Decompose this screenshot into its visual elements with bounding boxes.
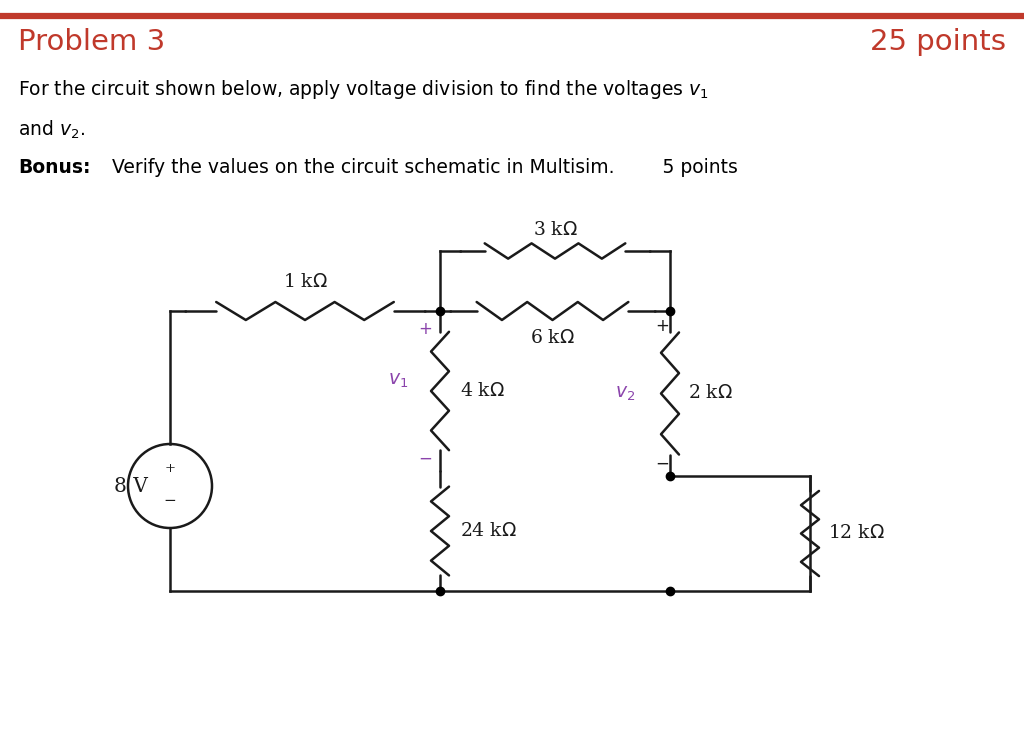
Text: 24 k$\Omega$: 24 k$\Omega$ [460,522,517,540]
Text: Verify the values on the circuit schematic in Multisim.        5 points: Verify the values on the circuit schemat… [112,158,738,177]
Text: 4 k$\Omega$: 4 k$\Omega$ [460,382,505,400]
Text: $v_1$: $v_1$ [388,372,408,390]
Text: 1 k$\Omega$: 1 k$\Omega$ [283,273,328,291]
Text: +: + [655,317,669,335]
Text: −: − [418,450,432,468]
Text: 25 points: 25 points [870,28,1006,56]
Text: Bonus:: Bonus: [18,158,90,177]
Text: Problem 3: Problem 3 [18,28,165,56]
Text: +: + [418,320,432,338]
Text: 8 V: 8 V [114,477,148,495]
Text: For the circuit shown below, apply voltage division to find the voltages $v_1$: For the circuit shown below, apply volta… [18,78,709,101]
Text: and $v_2$.: and $v_2$. [18,119,85,141]
Text: $v_2$: $v_2$ [614,384,635,403]
Text: +: + [165,463,175,475]
Text: 3 k$\Omega$: 3 k$\Omega$ [532,221,578,239]
Text: 2 k$\Omega$: 2 k$\Omega$ [688,384,733,403]
Text: 6 k$\Omega$: 6 k$\Omega$ [530,329,574,347]
Text: 12 k$\Omega$: 12 k$\Omega$ [828,524,885,542]
Text: −: − [655,455,669,473]
Text: −: − [164,494,176,508]
